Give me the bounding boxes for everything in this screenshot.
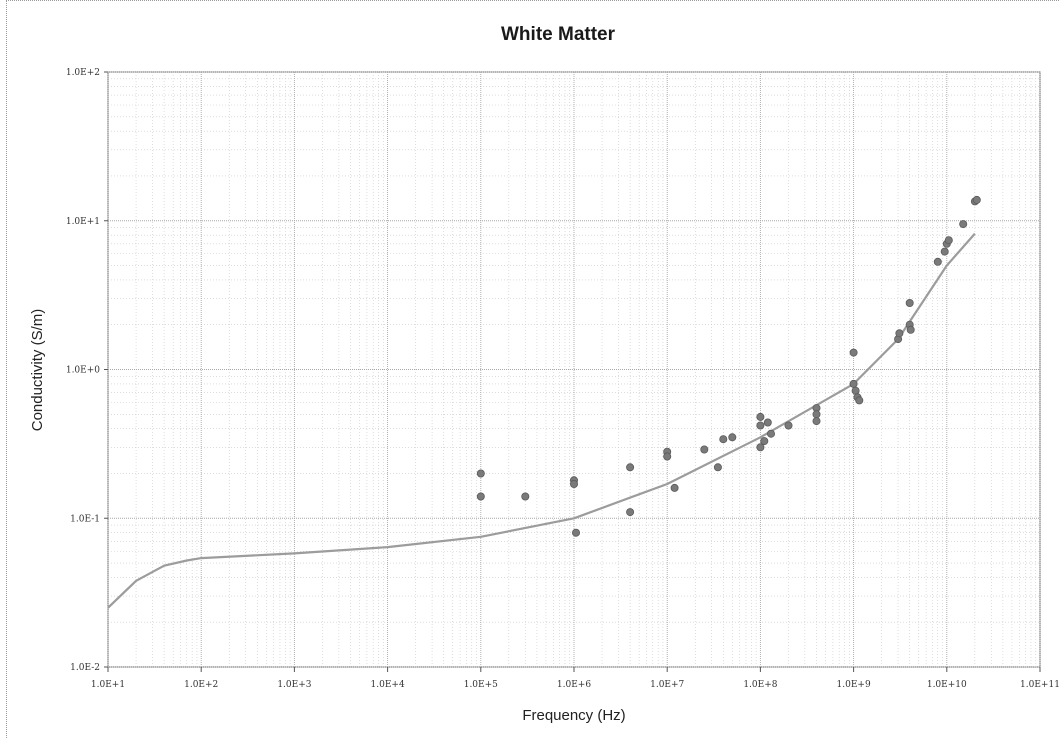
data-point <box>812 410 821 419</box>
data-point <box>572 528 581 537</box>
x-tick-label: 1.0E+4 <box>371 680 405 690</box>
x-tick-label: 1.0E+8 <box>743 680 777 690</box>
fit-curve <box>107 232 976 609</box>
data-point <box>728 433 737 442</box>
y-tick-label: 1.0E-1 <box>70 514 100 524</box>
data-point <box>940 247 949 256</box>
x-tick-label: 1.0E+11 <box>1020 680 1060 690</box>
x-tick-label: 1.0E+7 <box>650 680 684 690</box>
data-point <box>670 483 679 492</box>
data-point <box>959 220 968 229</box>
y-tick-label: 1.0E+1 <box>66 217 100 227</box>
x-tick-label: 1.0E+2 <box>184 680 218 690</box>
data-point <box>906 325 915 334</box>
x-tick-label: 1.0E+6 <box>557 680 591 690</box>
x-tick-label: 1.0E+5 <box>464 680 498 690</box>
x-tick-label: 1.0E+3 <box>277 680 311 690</box>
y-tick-label: 1.0E+2 <box>66 68 100 78</box>
data-points <box>476 195 981 537</box>
y-axis-label: Conductivity (S/m) <box>29 309 46 432</box>
data-point <box>855 396 864 405</box>
data-point <box>784 421 793 430</box>
data-point <box>812 417 821 426</box>
data-point <box>849 348 858 357</box>
data-point <box>895 329 904 338</box>
data-point <box>713 463 722 472</box>
data-point <box>626 463 635 472</box>
x-axis-label: Frequency (Hz) <box>522 707 625 724</box>
data-point <box>476 469 485 478</box>
data-point <box>767 429 776 438</box>
chart-title: White Matter <box>501 24 616 45</box>
data-point <box>700 445 709 454</box>
chart-frame <box>6 0 1059 738</box>
data-point <box>972 195 981 204</box>
y-tick-label: 1.0E-2 <box>70 663 100 673</box>
y-tick-labels: 1.0E-2 1.0E-1 1.0E+0 1.0E+1 1.0E+2 <box>66 68 108 673</box>
x-tick-label: 1.0E+1 <box>91 680 125 690</box>
x-tick-label: 1.0E+10 <box>927 680 967 690</box>
data-point <box>756 412 765 421</box>
x-tick-labels: 1.0E+1 1.0E+2 1.0E+3 1.0E+4 1.0E+5 1.0E+6 1.0E… <box>91 667 1060 690</box>
data-point <box>851 386 860 395</box>
data-point <box>760 437 769 446</box>
data-point <box>756 421 765 430</box>
data-point <box>933 257 942 266</box>
data-point <box>719 435 728 444</box>
data-point <box>756 443 765 452</box>
y-tick-label: 1.0E+0 <box>66 366 100 376</box>
x-tick-label: 1.0E+9 <box>837 680 871 690</box>
data-point <box>626 508 635 517</box>
data-point <box>521 492 530 501</box>
data-point <box>944 236 953 245</box>
data-point <box>763 418 772 427</box>
data-point <box>476 492 485 501</box>
data-point <box>905 298 914 307</box>
data-point <box>570 479 579 488</box>
data-point <box>663 452 672 461</box>
data-point <box>849 379 858 388</box>
